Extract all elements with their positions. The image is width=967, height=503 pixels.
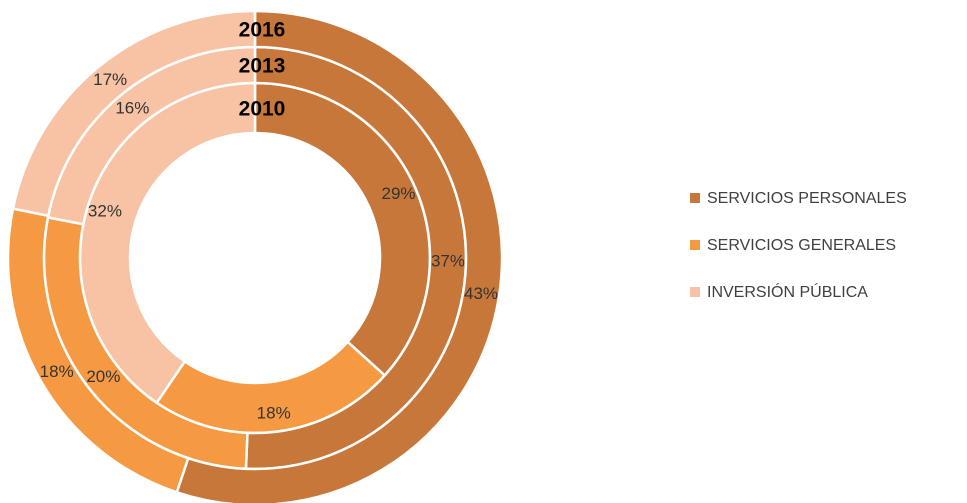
legend-label: SERVICIOS GENERALES (707, 237, 896, 254)
ring-label: 2010 (239, 98, 286, 121)
data-label: 37% (431, 252, 465, 271)
data-label: 32% (88, 201, 122, 220)
data-label: 20% (86, 367, 120, 386)
data-label: 43% (464, 284, 498, 303)
donut-segment (11, 9, 257, 218)
legend-swatch (690, 240, 700, 250)
ring-label: 2013 (239, 55, 286, 78)
legend-label: INVERSIÓN PÚBLICA (707, 282, 868, 301)
donut-segment (175, 9, 504, 503)
data-label: 18% (257, 403, 291, 422)
data-label: 17% (93, 70, 127, 89)
data-label: 29% (381, 184, 415, 203)
ring-label: 2016 (239, 19, 286, 42)
data-label: 16% (115, 98, 149, 117)
legend-swatch (690, 287, 700, 297)
legend-label: SERVICIOS PERSONALES (707, 190, 907, 207)
legend-swatch (690, 193, 700, 203)
data-label: 18% (40, 362, 74, 381)
